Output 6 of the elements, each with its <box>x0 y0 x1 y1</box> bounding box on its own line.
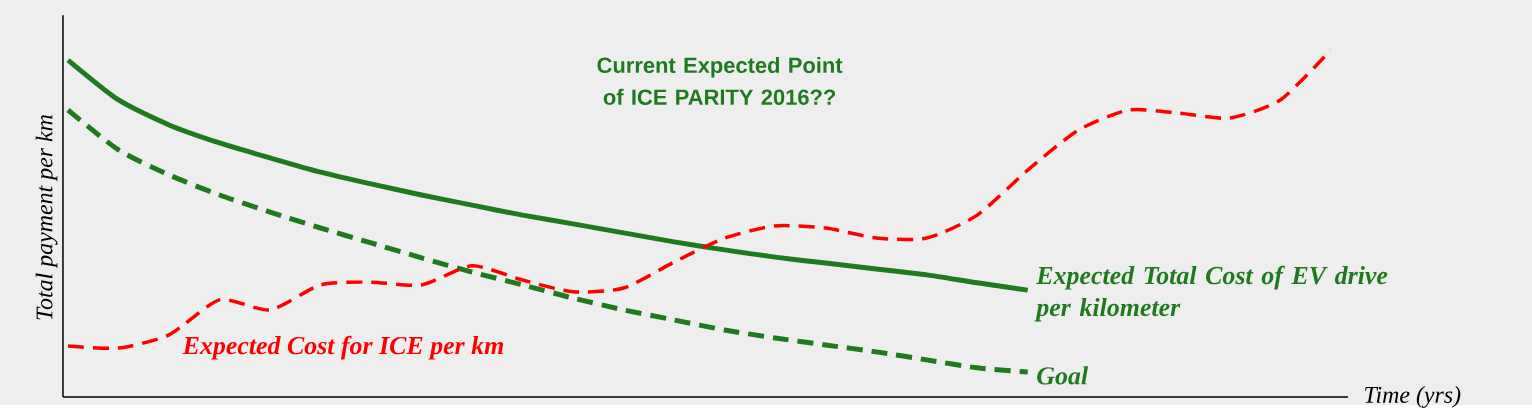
series-label: Expected Total Cost of EV drive per kilometer <box>1034 265 1388 322</box>
series-label: Expected Cost for ICE per km <box>182 335 504 360</box>
series-label: Goal <box>1037 366 1089 385</box>
x-axis-title: Time (yrs) <box>1365 386 1461 408</box>
annotation: Current Expected Point of ICE PARITY 2016?? <box>597 56 843 105</box>
y-axis-title: Total payment per km <box>35 115 58 320</box>
